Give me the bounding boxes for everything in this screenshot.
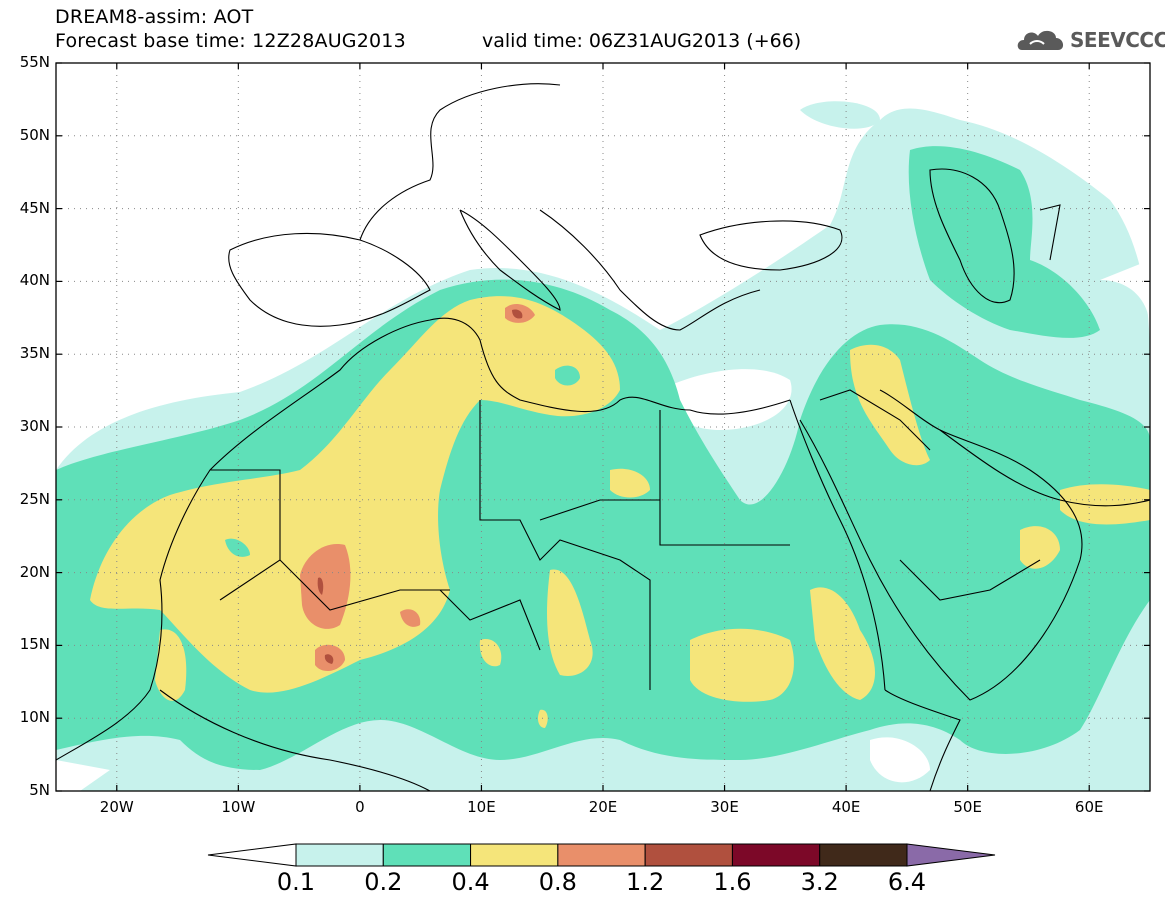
- aot-level-0.4: [90, 296, 1150, 728]
- coastlines: [56, 83, 1150, 791]
- colorbar-box: [470, 843, 559, 867]
- colorbar-under-triangle: [207, 843, 297, 867]
- colorbar-level-label: 1.2: [626, 868, 665, 896]
- aot-level-1.2: [317, 309, 523, 664]
- colorbar-box: [644, 843, 733, 867]
- aot-level-0.2-islands: [225, 365, 580, 557]
- axis-ticks: [56, 62, 1150, 792]
- map-title: DREAM8-assim: AOT: [55, 6, 254, 28]
- lat-label: 55N: [19, 53, 50, 71]
- lat-label: 30N: [19, 417, 50, 435]
- lat-label: 40N: [19, 271, 50, 290]
- colorbar-box: [382, 843, 472, 867]
- lat-label: 15N: [19, 635, 50, 654]
- colorbar-level-label: 0.2: [364, 868, 403, 896]
- cloud-icon: [1017, 30, 1064, 50]
- aot-field: [56, 101, 1150, 791]
- colorbar-level-label: 0.8: [538, 868, 577, 896]
- colorbar-box: [819, 843, 908, 867]
- colorbar: [207, 843, 996, 867]
- lon-label: 10W: [221, 798, 256, 816]
- lon-label: 30E: [710, 798, 739, 816]
- lat-label: 5N: [29, 781, 50, 799]
- colorbar-level-label: 0.1: [276, 868, 316, 896]
- colorbar-level-label: 3.2: [800, 868, 839, 896]
- lon-label: 0: [355, 798, 365, 816]
- colorbar-level-label: 1.6: [713, 868, 752, 896]
- lat-label: 10N: [19, 708, 50, 727]
- lat-label: 20N: [19, 562, 50, 581]
- lon-label: 20E: [588, 798, 618, 816]
- lat-label: 35N: [19, 344, 50, 363]
- colorbar-box: [557, 843, 646, 867]
- lat-label: 25N: [19, 489, 50, 508]
- aot-level-0.2: [56, 146, 1150, 770]
- valid-time: valid time: 06Z31AUG2013 (+66): [482, 30, 802, 52]
- lon-label: 60E: [1074, 798, 1104, 816]
- lon-label: 10E: [467, 798, 496, 816]
- colorbar-over-triangle: [906, 843, 996, 867]
- logo-text: SEEVCCC: [1070, 28, 1165, 52]
- lon-label: 50E: [953, 798, 982, 816]
- colorbar-box: [295, 843, 384, 867]
- colorbar-level-label: 6.4: [887, 868, 927, 896]
- lon-label: 20W: [99, 798, 134, 816]
- lon-label: 40E: [831, 798, 861, 816]
- aot-clear-regions: [56, 260, 1150, 791]
- lat-label: 45N: [19, 198, 50, 217]
- forecast-base-time: Forecast base time: 12Z28AUG2013: [55, 30, 406, 52]
- colorbar-box: [731, 843, 821, 867]
- lat-label: 50N: [19, 125, 50, 144]
- colorbar-level-label: 0.4: [451, 868, 490, 896]
